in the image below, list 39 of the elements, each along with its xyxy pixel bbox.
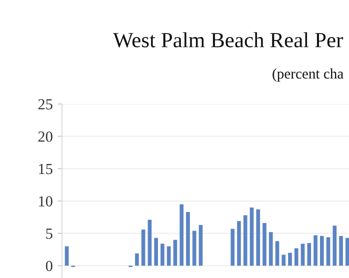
bar — [294, 248, 298, 266]
chart-title: West Palm Beach Real Per — [113, 32, 344, 48]
bar — [166, 246, 171, 266]
bar — [154, 238, 158, 266]
bar — [173, 240, 178, 266]
bar — [268, 232, 273, 266]
y-tick-label: 10 — [39, 196, 52, 206]
bar — [339, 236, 343, 266]
bar — [300, 244, 305, 266]
bar — [230, 228, 235, 266]
bar — [135, 253, 139, 266]
bar — [332, 226, 337, 266]
bar — [282, 254, 286, 266]
chart-subtitle: (percent cha — [272, 68, 344, 82]
bar — [345, 238, 349, 266]
bar — [186, 212, 190, 266]
y-tick-label: 25 — [38, 99, 52, 110]
bar — [256, 209, 260, 266]
bar — [314, 235, 318, 266]
bar — [180, 204, 184, 266]
bar — [326, 237, 330, 266]
bar — [262, 223, 266, 266]
bar — [148, 220, 152, 266]
bar — [160, 244, 164, 266]
y-tick-label: 5 — [46, 228, 52, 239]
bar — [320, 236, 324, 266]
bar — [243, 215, 248, 266]
bar — [64, 246, 69, 266]
bar — [141, 229, 146, 266]
bar — [237, 221, 241, 266]
y-tick-label: 15 — [39, 164, 52, 174]
bar — [250, 207, 254, 266]
bar — [275, 241, 280, 266]
bar — [307, 243, 312, 266]
y-tick-label: 0 — [46, 260, 52, 272]
bar — [288, 252, 292, 266]
bar — [198, 224, 203, 266]
bar — [192, 230, 196, 266]
y-tick-label: 20 — [38, 131, 52, 142]
